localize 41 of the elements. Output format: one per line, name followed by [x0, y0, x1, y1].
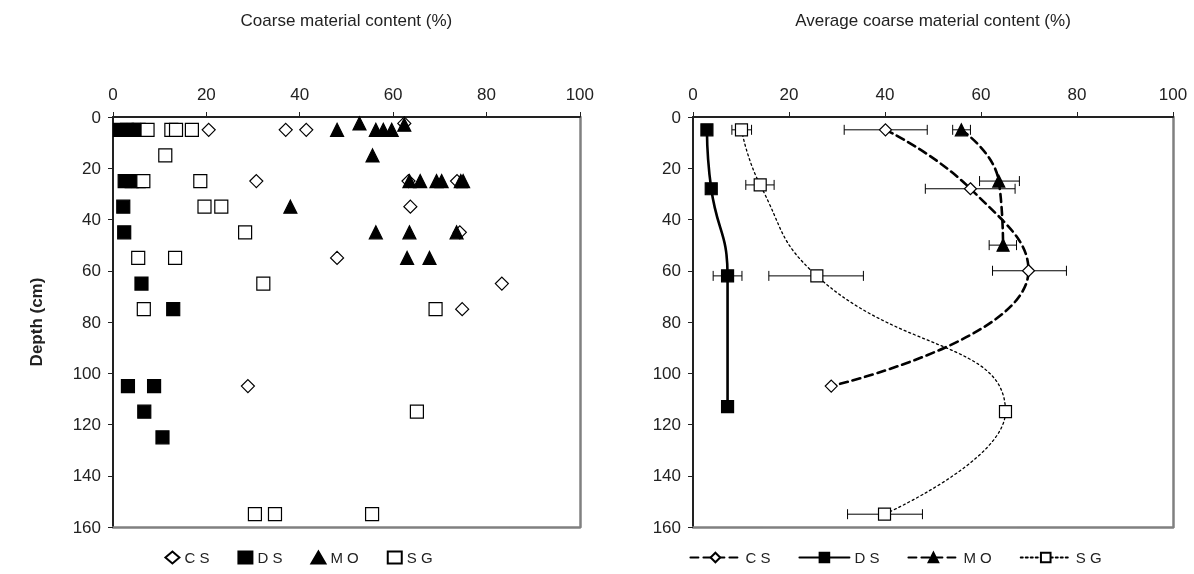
x-tick-label: 80: [476, 85, 496, 104]
y-tick-label: 160: [72, 517, 101, 537]
x-tick-label: 100: [1158, 85, 1188, 104]
y-tick-label: 0: [91, 107, 101, 127]
legend-label: D S: [854, 549, 880, 566]
legend-label: S G: [406, 549, 433, 566]
x-tick-label: 80: [1067, 85, 1087, 104]
y-tick-label: 80: [662, 312, 681, 332]
x-tick-label: 100: [565, 85, 595, 104]
y-tick-label: 40: [662, 210, 681, 229]
y-tick-label: 80: [82, 312, 101, 332]
legend-label: M O: [330, 549, 359, 566]
y-tick-label: 20: [82, 158, 101, 178]
x-tick-label: 40: [875, 85, 895, 104]
y-tick-label: 0: [671, 107, 681, 127]
y-tick-label: 40: [82, 210, 101, 229]
x-tick-label: 60: [383, 85, 403, 104]
legend-label: D S: [257, 549, 283, 566]
x-tick-label: 20: [196, 85, 216, 104]
legend-label: M O: [963, 549, 992, 566]
x-axis-title: Average coarse material content (%): [795, 11, 1071, 30]
y-axis-title: Depth (cm): [27, 277, 46, 367]
y-tick-label: 100: [72, 363, 101, 383]
x-axis-title: Coarse material content (%): [240, 11, 453, 30]
x-tick-label: 0: [688, 85, 698, 104]
y-tick-label: 20: [662, 158, 681, 178]
x-tick-label: 60: [971, 85, 991, 104]
legend-label: C S: [184, 549, 210, 566]
y-tick-label: 140: [72, 466, 101, 486]
x-tick-label: 20: [779, 85, 799, 104]
x-tick-label: 0: [108, 85, 118, 104]
legend-label: C S: [745, 549, 771, 566]
y-tick-label: 60: [82, 261, 101, 281]
y-tick-label: 100: [652, 363, 681, 383]
y-tick-label: 140: [652, 466, 681, 486]
x-tick-label: 40: [290, 85, 310, 104]
y-tick-label: 120: [72, 415, 101, 434]
y-tick-label: 60: [662, 261, 681, 281]
y-tick-label: 160: [652, 517, 681, 537]
y-tick-label: 120: [652, 415, 681, 434]
legend-label: S G: [1075, 549, 1102, 566]
